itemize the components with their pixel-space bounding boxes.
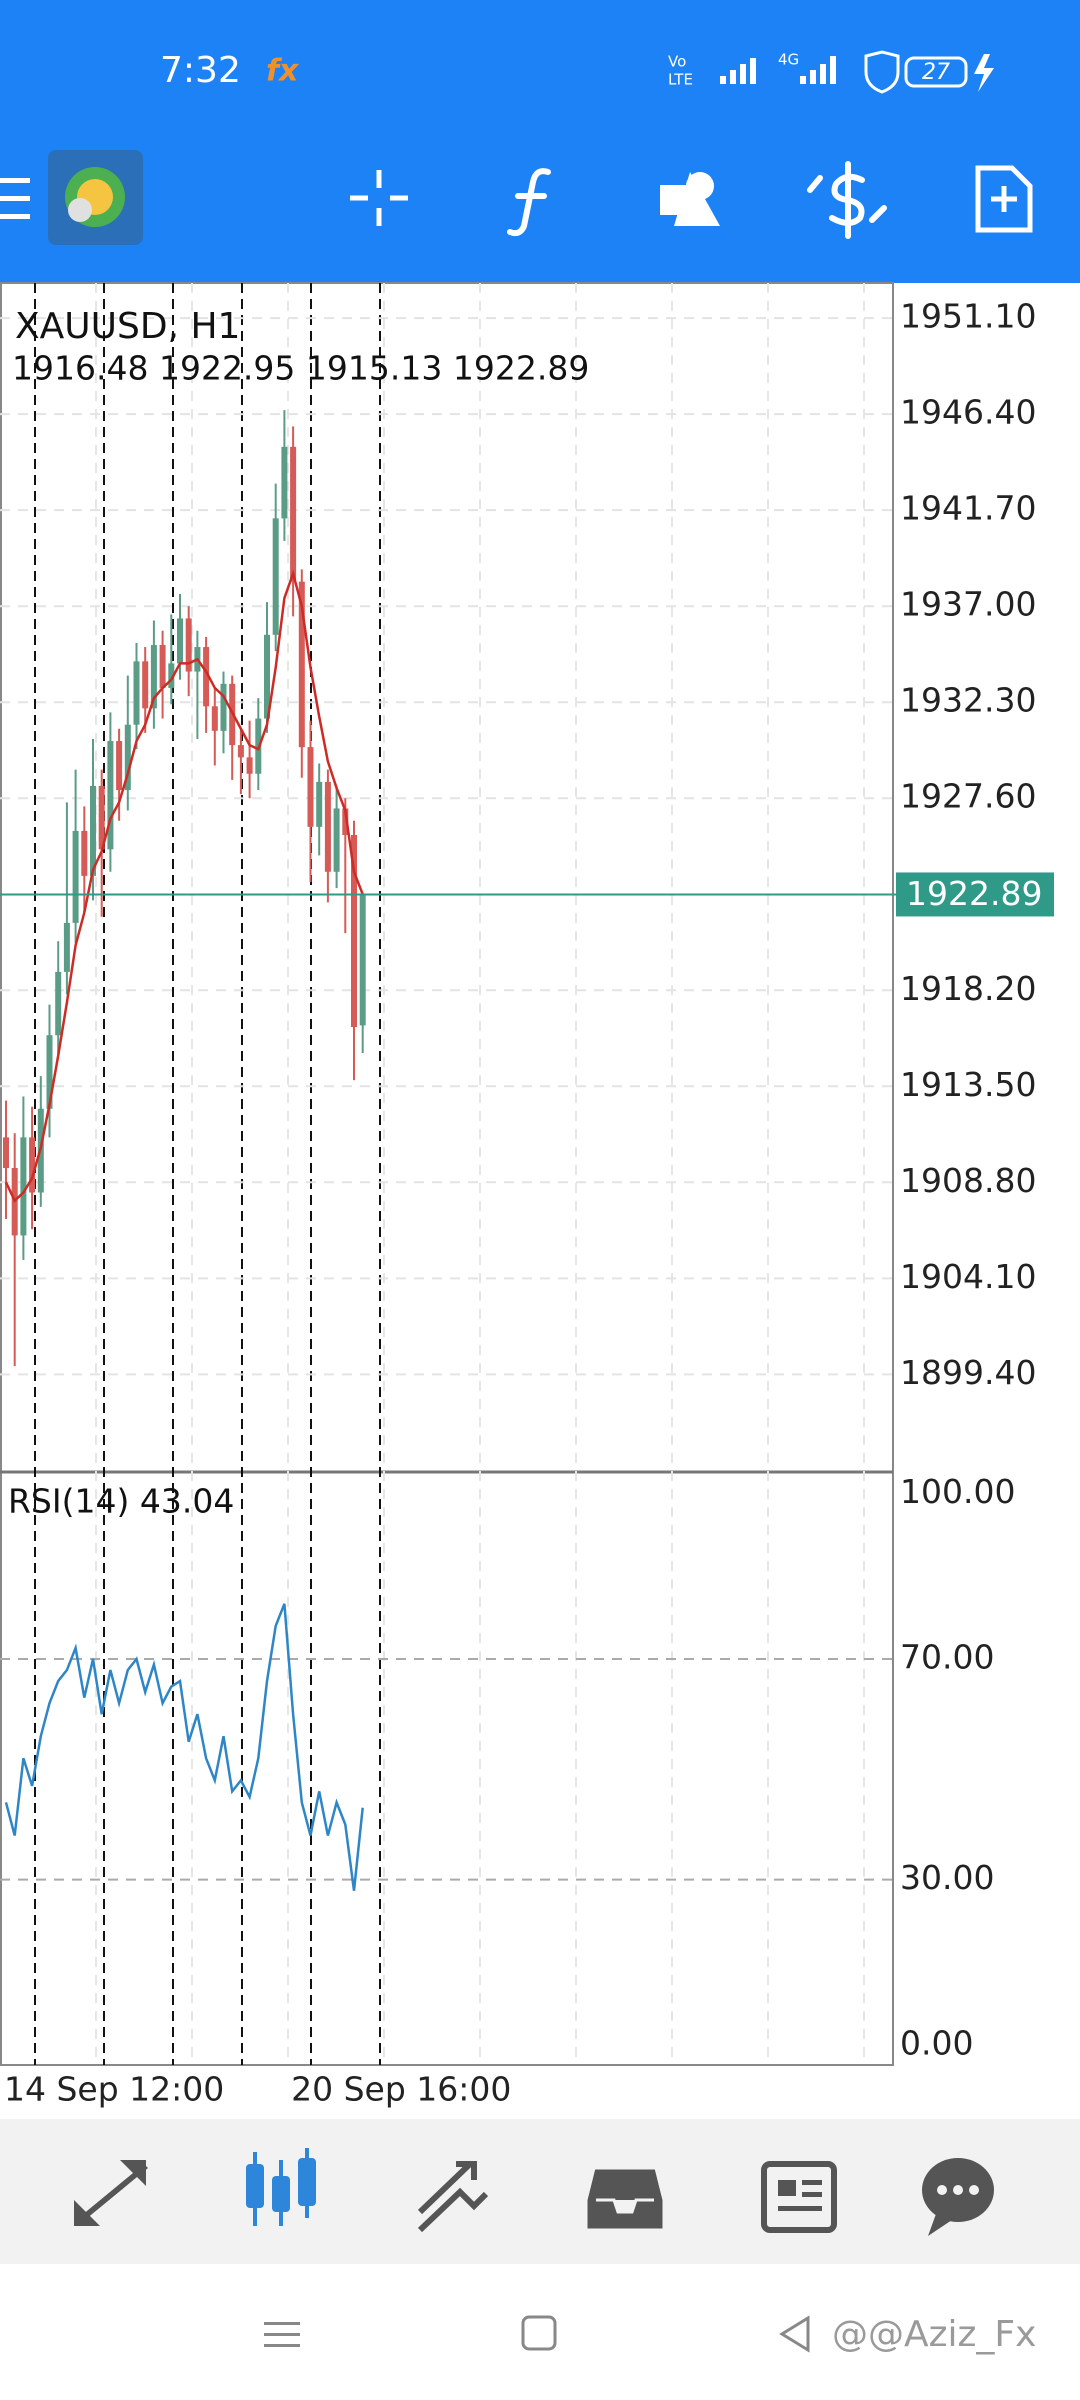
tab-bar (0, 2119, 1080, 2264)
menu-button[interactable] (0, 178, 30, 219)
system-home[interactable] (521, 2315, 557, 2351)
charging-icon (974, 54, 994, 92)
candle-body (333, 808, 340, 872)
signal-2 (800, 56, 836, 84)
candle-body (307, 747, 314, 827)
system-back[interactable] (779, 2315, 810, 2353)
candle-body (124, 724, 131, 791)
candle-body (98, 785, 105, 850)
candle-body (264, 634, 270, 719)
current-price-label: 1922.89 (906, 874, 1042, 913)
y-tick-label: 70.00 (900, 1638, 994, 1677)
new-order-button[interactable] (975, 165, 1033, 233)
candle-body (237, 745, 244, 758)
quotes-tab[interactable] (74, 2160, 148, 2226)
y-tick-label: 1913.50 (900, 1065, 1036, 1104)
volte: Vo (668, 53, 686, 71)
objects-button[interactable] (660, 172, 720, 226)
network: 4G (778, 51, 799, 69)
candle-body (298, 581, 305, 748)
candle-body (142, 661, 149, 709)
candle-body (20, 1137, 27, 1236)
trade-tab[interactable] (417, 2161, 489, 2233)
candle-body (116, 741, 123, 791)
y-tick-label: 1937.00 (900, 585, 1036, 624)
candle-body (55, 971, 62, 1036)
rsi-line (4, 1603, 364, 1891)
candle-body (342, 808, 349, 836)
candle-body (29, 1137, 36, 1193)
chart-frame (0, 282, 894, 2066)
current-price-box (896, 872, 1054, 917)
y-tick-label: 1927.60 (900, 777, 1036, 816)
candle-body (203, 647, 210, 707)
chart-title: XAUUSD, H1 (15, 306, 240, 347)
candle-body (185, 618, 192, 672)
ohlc-readout: 1916.48 1922.95 1915.13 1922.89 (12, 349, 589, 388)
chart-tab[interactable] (246, 2148, 316, 2226)
candle-body (159, 645, 166, 688)
chat-tab[interactable] (922, 2158, 994, 2236)
candle-body (351, 835, 357, 1028)
rsi-title: RSI(14) 43.04 (8, 1482, 234, 1521)
candle-body (316, 781, 323, 827)
candle-body (150, 645, 157, 709)
candle-body (246, 757, 253, 774)
candle-body (290, 446, 297, 582)
trade-button[interactable] (807, 161, 887, 239)
crosshair-button[interactable] (350, 170, 408, 226)
candle-body (107, 741, 114, 850)
candle-body (168, 663, 175, 688)
battery-level: 27 (922, 60, 950, 85)
candle-body (81, 830, 88, 876)
candle-body (211, 706, 218, 731)
candle-body (90, 785, 96, 876)
moving-average (4, 569, 364, 1203)
candle-body (46, 1035, 53, 1109)
system-menu[interactable] (264, 2322, 300, 2347)
candle-body (63, 922, 70, 972)
y-tick-label: 1946.40 (900, 393, 1036, 432)
y-tick-label: 1932.30 (900, 681, 1036, 720)
news-tab[interactable] (761, 2161, 837, 2233)
signal-1 (720, 58, 756, 84)
indicators-button[interactable] (507, 168, 551, 237)
candle-body (359, 894, 366, 1026)
watermark: @@Aziz_Fx (832, 2314, 1036, 2355)
candle-body (133, 661, 140, 725)
x-tick-label: 14 Sep 12:00 (4, 2070, 224, 2109)
volte: LTE (668, 71, 693, 89)
candle-body (272, 518, 279, 635)
y-tick-label: 0.00 (900, 2024, 973, 2063)
y-tick-label: 1904.10 (900, 1257, 1036, 1296)
app-badge: fx (266, 54, 300, 89)
candle-body (3, 1137, 9, 1169)
battery-icon (904, 56, 968, 88)
shield-icon (864, 50, 900, 94)
candle-body (177, 618, 183, 664)
candle-body (220, 683, 227, 731)
candle-body (281, 446, 288, 519)
header-bg (0, 0, 1080, 283)
y-tick-label: 100.00 (900, 1472, 1015, 1511)
chart-layers (0, 283, 896, 2065)
candle-body (324, 781, 331, 872)
y-tick-label: 1951.10 (900, 297, 1036, 336)
y-tick-label: 1941.70 (900, 489, 1036, 528)
history-tab[interactable] (584, 2166, 666, 2232)
y-tick-label: 30.00 (900, 1858, 994, 1897)
y-tick-label: 1908.80 (900, 1161, 1036, 1200)
y-tick-label: 1899.40 (900, 1353, 1036, 1392)
candle-body (72, 830, 79, 923)
clock: 7:32 (160, 50, 241, 91)
x-tick-label: 20 Sep 16:00 (291, 2070, 511, 2109)
y-tick-label: 1918.20 (900, 969, 1036, 1008)
